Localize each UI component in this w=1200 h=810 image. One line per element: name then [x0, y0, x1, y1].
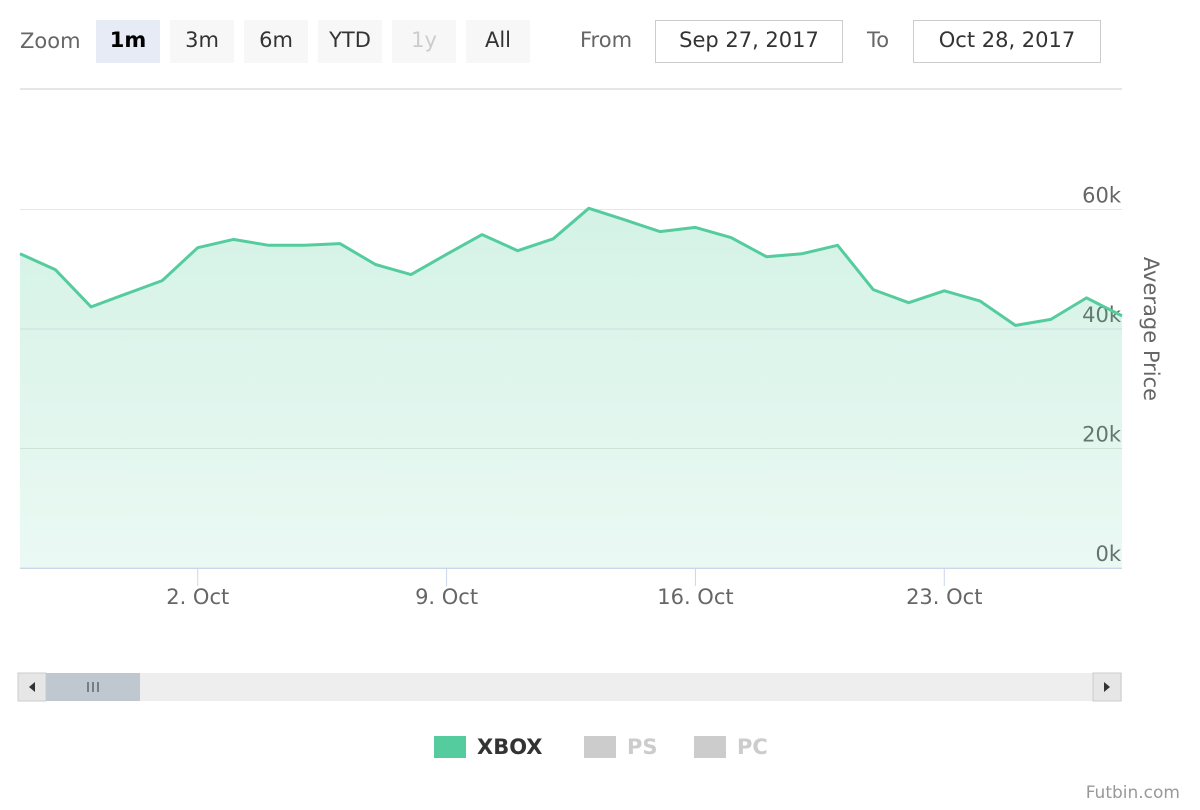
from-input[interactable] [655, 20, 843, 63]
legend-label[interactable]: XBOX [477, 735, 543, 759]
zoom-button[interactable] [318, 20, 382, 63]
zoom-button-label: 1m [110, 28, 147, 52]
zoom-button[interactable] [466, 20, 530, 63]
scrollbar[interactable] [17, 672, 1122, 702]
area [20, 208, 1122, 569]
legend-swatch[interactable] [694, 736, 726, 758]
zoom-button-label: 6m [259, 28, 293, 52]
zoom-button-label: 3m [185, 28, 219, 52]
zoom-button[interactable] [96, 20, 160, 63]
credits[interactable]: Futbin.com [1086, 783, 1180, 803]
from-value: Sep 27, 2017 [679, 28, 819, 52]
zoom-button-label: All [485, 28, 511, 52]
x-tick-label: 16. Oct [657, 585, 733, 609]
zoom-button[interactable] [244, 20, 308, 63]
to-label: To [866, 28, 889, 52]
x-tick-label: 23. Oct [906, 585, 982, 609]
zoom-button-label: 1y [411, 28, 437, 52]
legend-label[interactable]: PS [627, 735, 658, 759]
line [19, 206, 1123, 327]
left-arrow [29, 682, 35, 692]
x-tick-label: 9. Oct [415, 585, 478, 609]
right-arrow [1104, 682, 1110, 692]
legend-label[interactable]: PC [737, 735, 768, 759]
zoom-button[interactable] [170, 20, 234, 63]
from-label: From [580, 28, 632, 52]
to-input[interactable] [913, 20, 1101, 63]
legend-swatch[interactable] [584, 736, 616, 758]
y-axis-title: Average Price [1139, 257, 1163, 401]
zoom-label: Zoom [20, 29, 81, 53]
y-tick-label: 60k [1082, 184, 1122, 208]
legend-swatch[interactable] [434, 736, 466, 758]
scrollbar-track [18, 673, 1122, 701]
x-tick-label: 2. Oct [166, 585, 229, 609]
zoom-button-label: YTD [328, 28, 371, 52]
to-value: Oct 28, 2017 [939, 28, 1076, 52]
thumb-grip [87, 682, 99, 692]
zoom-button [392, 20, 456, 63]
